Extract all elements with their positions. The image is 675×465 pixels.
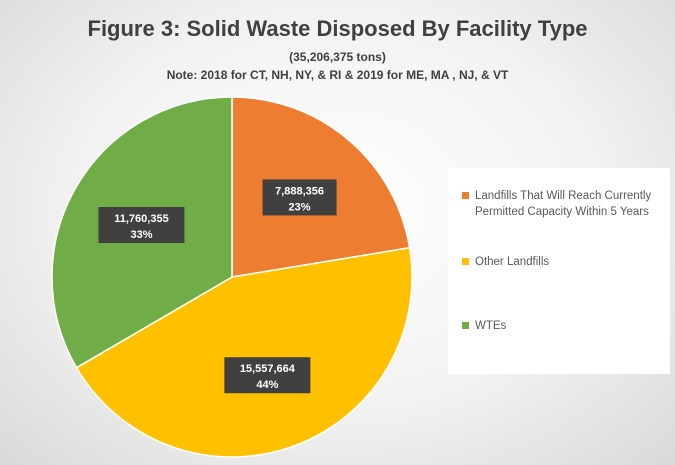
data-label-value-wtes: 11,760,355 <box>114 213 168 225</box>
legend-swatch-wtes <box>462 322 469 329</box>
data-label-percent-wtes: 33% <box>130 229 152 241</box>
data-label-other-landfills: 15,557,664 44% <box>224 357 311 394</box>
data-label-box-landfills-capacity <box>262 179 337 216</box>
chart-note: Note: 2018 for CT, NH, NY, & RI & 2019 f… <box>166 68 509 82</box>
data-label-box-other-landfills <box>224 357 311 394</box>
legend-swatch-other-landfills <box>462 258 469 265</box>
data-label-percent-other-landfills: 44% <box>256 379 278 391</box>
legend-item-wtes: WTEs <box>462 318 655 334</box>
data-label-value-landfills-capacity: 7,888,356 <box>275 185 324 197</box>
legend-label-landfills-capacity: Landfills That Will Reach Currently Perm… <box>475 190 652 218</box>
legend-item-landfills-capacity: Landfills That Will Reach Currently Perm… <box>462 188 655 220</box>
legend-label-other-landfills: Other Landfills <box>475 256 550 268</box>
data-label-box-wtes <box>98 207 185 244</box>
data-label-landfills-capacity: 7,888,356 23% <box>262 179 337 216</box>
data-label-percent-landfills-capacity: 23% <box>289 201 311 213</box>
legend-label-wtes: WTEs <box>475 320 507 332</box>
chart-subtitle: (35,206,375 tons) <box>289 50 386 64</box>
pie-slice-other-landfills <box>75 246 413 458</box>
chart-title: Figure 3: Solid Waste Disposed By Facili… <box>87 16 588 41</box>
data-label-value-other-landfills: 15,557,664 <box>240 363 296 375</box>
legend-item-other-landfills: Other Landfills <box>462 254 655 270</box>
chart-legend: Landfills That Will Reach Currently Perm… <box>448 168 670 374</box>
data-label-wtes: 11,760,355 33% <box>98 207 185 244</box>
legend-swatch-landfills-capacity <box>462 192 469 199</box>
